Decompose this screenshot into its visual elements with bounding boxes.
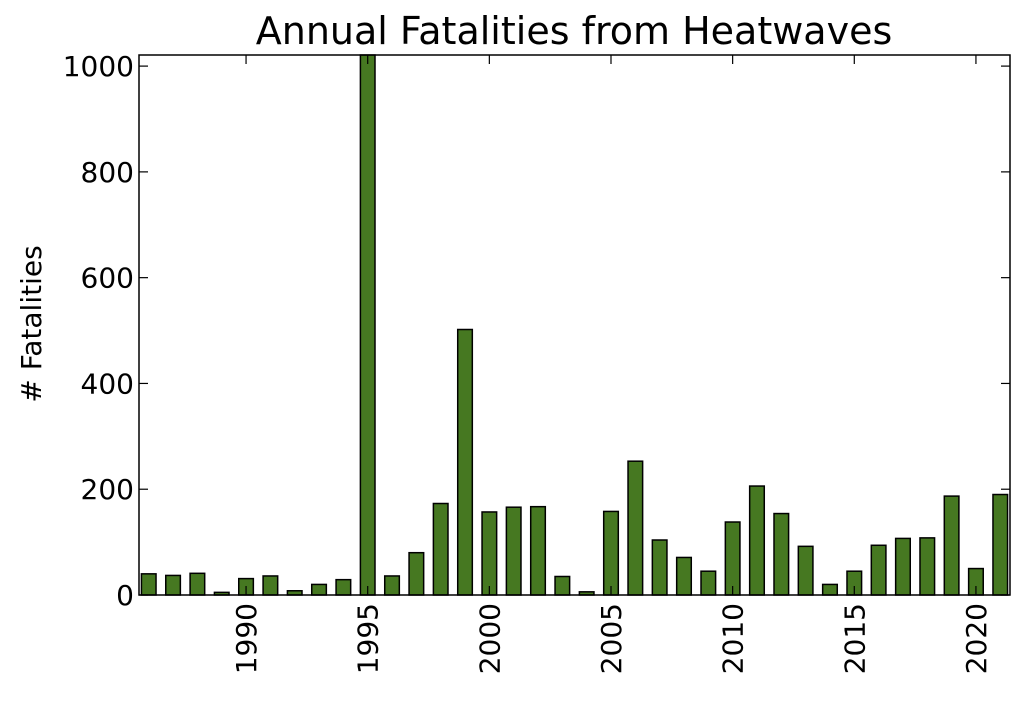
bar-2021 <box>992 493 1009 596</box>
bar-2002 <box>529 505 547 596</box>
bar-2010 <box>724 521 741 596</box>
bar-1987 <box>165 574 182 596</box>
bar-2007 <box>651 539 668 596</box>
bar-2006 <box>627 460 644 596</box>
chart-title: Annual Fatalities from Heatwaves <box>256 9 893 53</box>
y-tick-label: 800 <box>81 156 134 189</box>
bar-2003 <box>554 575 571 596</box>
bar-2013 <box>797 545 814 596</box>
bar-1996 <box>383 575 401 596</box>
bar-1994 <box>335 578 352 596</box>
x-tick-label: 1990 <box>230 603 263 674</box>
bar-2009 <box>700 570 717 596</box>
y-tick-label: 600 <box>81 262 134 295</box>
bar-2014 <box>821 583 839 596</box>
bar-1998 <box>432 502 449 596</box>
x-tick-label: 2000 <box>473 603 506 674</box>
bar-2018 <box>919 537 936 596</box>
bar-2005 <box>602 510 620 596</box>
bar-2001 <box>505 506 522 596</box>
x-tick-label: 2005 <box>595 603 628 674</box>
bar-2012 <box>773 512 790 596</box>
y-axis-label: # Fatalities <box>15 245 48 402</box>
bar-2019 <box>943 495 960 596</box>
bar-1991 <box>262 575 279 596</box>
plot-frame <box>138 54 1011 596</box>
bar-1986 <box>140 573 157 596</box>
x-tick-label: 2020 <box>960 603 993 674</box>
y-tick-label: 0 <box>116 579 134 612</box>
ticks-layer: 0 200 400 600 800 1000 1990 1995 2000 2005 2010 201… <box>63 50 1010 674</box>
bar-2011 <box>748 485 766 596</box>
y-tick-label: 400 <box>81 367 134 400</box>
bar-1993 <box>310 583 328 596</box>
bar-1995 <box>359 54 376 596</box>
bar-2017 <box>894 537 912 596</box>
bar-2000 <box>481 511 498 596</box>
x-tick-label: 2010 <box>717 603 750 674</box>
x-tick-label: 2015 <box>838 603 871 674</box>
bar-1999 <box>456 328 474 596</box>
y-tick-label: 200 <box>81 473 134 506</box>
bar-1988 <box>189 572 206 596</box>
x-tick-label: 1995 <box>352 603 385 674</box>
bars-layer <box>140 54 1009 596</box>
bar-1997 <box>408 551 425 596</box>
bar-2008 <box>675 556 693 596</box>
bar-2016 <box>870 544 887 596</box>
y-tick-label: 1000 <box>63 50 134 83</box>
